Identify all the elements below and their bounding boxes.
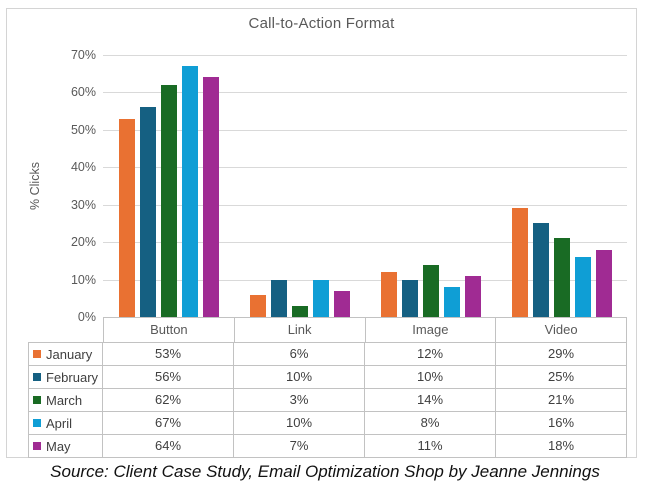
bar-groups [103,55,627,317]
table-value-march-link: 3% [234,389,365,411]
table-value-february-link: 10% [234,366,365,388]
table-header-button: Button [104,318,235,342]
bar-february-video [532,223,549,317]
table-value-march-video: 21% [496,389,627,411]
bar-february-button [139,107,156,317]
legend-cell-may: May [28,435,103,457]
table-row-march: March 62% 3% 14% 21% [28,389,627,412]
y-tick-label: 70% [70,48,96,62]
table-row-january: January 53% 6% 12% 29% [28,343,627,366]
table-value-january-button: 53% [103,343,234,365]
bar-may-button [202,77,219,317]
table-header-video: Video [496,318,627,342]
bar-april-video [574,257,591,317]
plot-area [103,55,627,318]
legend-cell-april: April [28,412,103,434]
bar-january-link [249,294,266,317]
table-row-february: February 56% 10% 10% 25% [28,366,627,389]
gridline [103,167,627,169]
data-table-body: January 53% 6% 12% 29% February 56% 10% 10% 25% Ma… [28,342,627,458]
gridline [103,279,627,281]
bar-may-image [464,275,481,317]
table-header-image: Image [366,318,497,342]
legend-swatch-april [33,419,41,427]
legend-label: March [46,392,83,408]
table-value-may-video: 18% [496,435,627,457]
bar-group-button [103,55,234,317]
bar-march-video [553,238,570,317]
bar-group-link [234,55,365,317]
table-value-may-image: 11% [365,435,496,457]
table-value-january-image: 12% [365,343,496,365]
bar-january-image [380,272,397,317]
table-value-april-image: 8% [365,412,496,434]
bar-january-button [118,118,135,317]
y-tick-label: 0% [77,310,96,324]
bar-march-image [422,264,439,317]
bar-february-image [401,279,418,317]
y-tick-label: 20% [70,235,96,250]
table-value-march-button: 62% [103,389,234,411]
bar-april-button [181,66,198,317]
table-value-february-button: 56% [103,366,234,388]
bar-group-video [496,55,627,317]
legend-cell-march: March [28,389,103,411]
table-header-link: Link [235,318,366,342]
table-value-march-image: 14% [365,389,496,411]
gridline [103,92,627,94]
table-value-february-image: 10% [365,366,496,388]
y-tick-label: 30% [70,197,96,212]
gridline [103,204,627,206]
gridline [103,129,627,131]
bar-january-video [511,208,528,317]
source-note: Source: Client Case Study, Email Optimiz… [50,462,600,481]
y-tick-label: 40% [70,160,96,175]
table-row-may: May 64% 7% 11% 18% [28,435,627,458]
y-tick-label: 60% [70,85,96,100]
legend-swatch-january [33,350,41,358]
legend-label: April [46,415,73,431]
legend-swatch-may [33,442,41,450]
bar-february-link [270,279,287,317]
gridline [103,55,627,56]
y-tick-label: 10% [70,272,96,287]
bar-may-video [595,249,612,317]
chart-title: Call-to-Action Format [248,15,395,32]
legend-cell-january: January [28,343,103,365]
bar-april-image [443,287,460,317]
table-value-may-button: 64% [103,435,234,457]
table-value-april-video: 16% [496,412,627,434]
legend-label: January [46,346,93,362]
bar-group-image [365,55,496,317]
y-axis-ticks: 0% 10% 20% 30% 40% 50% 60% 70% [7,48,96,324]
bar-march-button [160,84,177,317]
bar-may-link [333,290,350,317]
bar-march-link [291,305,308,317]
y-tick-label: 50% [70,122,96,137]
table-value-january-link: 6% [234,343,365,365]
table-value-april-link: 10% [234,412,365,434]
table-value-january-video: 29% [496,343,627,365]
legend-label: May [46,438,71,454]
legend-swatch-february [33,373,41,381]
chart-figure: Call-to-Action Format % Clicks 0% 10% 20% 3… [6,8,637,458]
table-value-april-button: 67% [103,412,234,434]
gridline [103,242,627,244]
legend-cell-february: February [28,366,103,388]
legend-swatch-march [33,396,41,404]
table-row-april: April 67% 10% 8% 16% [28,412,627,435]
legend-label: February [46,369,99,385]
table-value-may-link: 7% [234,435,365,457]
table-value-february-video: 25% [496,366,627,388]
bar-april-link [312,279,329,317]
data-table-header: Button Link Image Video [103,317,627,342]
